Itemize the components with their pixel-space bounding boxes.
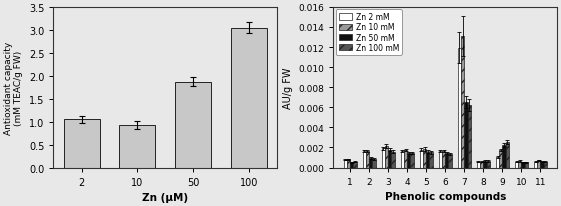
Bar [381,149,385,168]
Bar [465,103,467,168]
Bar [544,162,547,168]
Bar [343,160,347,168]
Bar [411,153,413,168]
Bar [231,28,267,168]
Bar [505,143,509,168]
Bar [388,150,392,168]
Bar [496,158,499,168]
Y-axis label: AU/g FW: AU/g FW [283,67,293,108]
Bar [347,160,350,168]
Bar [521,162,525,168]
Y-axis label: Antioxidant capacity
(mM TEAC/g FW): Antioxidant capacity (mM TEAC/g FW) [4,41,24,134]
Bar [401,151,404,168]
Bar [467,106,471,168]
Bar [515,162,518,168]
Legend: Zn 2 mM, Zn 10 mM, Zn 50 mM, Zn 100 mM: Zn 2 mM, Zn 10 mM, Zn 50 mM, Zn 100 mM [335,10,402,55]
Bar [369,158,373,168]
Bar [458,48,461,168]
Bar [426,152,429,168]
Bar [445,153,448,168]
Bar [484,161,486,168]
Bar [499,150,503,168]
Bar [407,153,411,168]
Bar [353,162,356,168]
Bar [385,147,388,168]
Bar [486,161,490,168]
Bar [442,151,445,168]
Bar [534,162,537,168]
Bar [439,151,442,168]
Bar [503,146,505,168]
X-axis label: Zn (μM): Zn (μM) [142,192,188,202]
Bar [518,161,521,168]
Bar [448,155,452,168]
Bar [537,161,540,168]
Bar [461,37,465,168]
X-axis label: Phenolic compounds: Phenolic compounds [384,191,506,201]
Bar [119,125,155,168]
Bar [420,150,423,168]
Bar [525,162,528,168]
Bar [366,152,369,168]
Bar [63,120,100,168]
Bar [350,162,353,168]
Bar [362,151,366,168]
Bar [404,151,407,168]
Bar [477,162,480,168]
Bar [392,152,394,168]
Bar [480,162,484,168]
Bar [175,82,211,168]
Bar [373,159,375,168]
Bar [423,150,426,168]
Bar [540,162,544,168]
Bar [429,153,433,168]
